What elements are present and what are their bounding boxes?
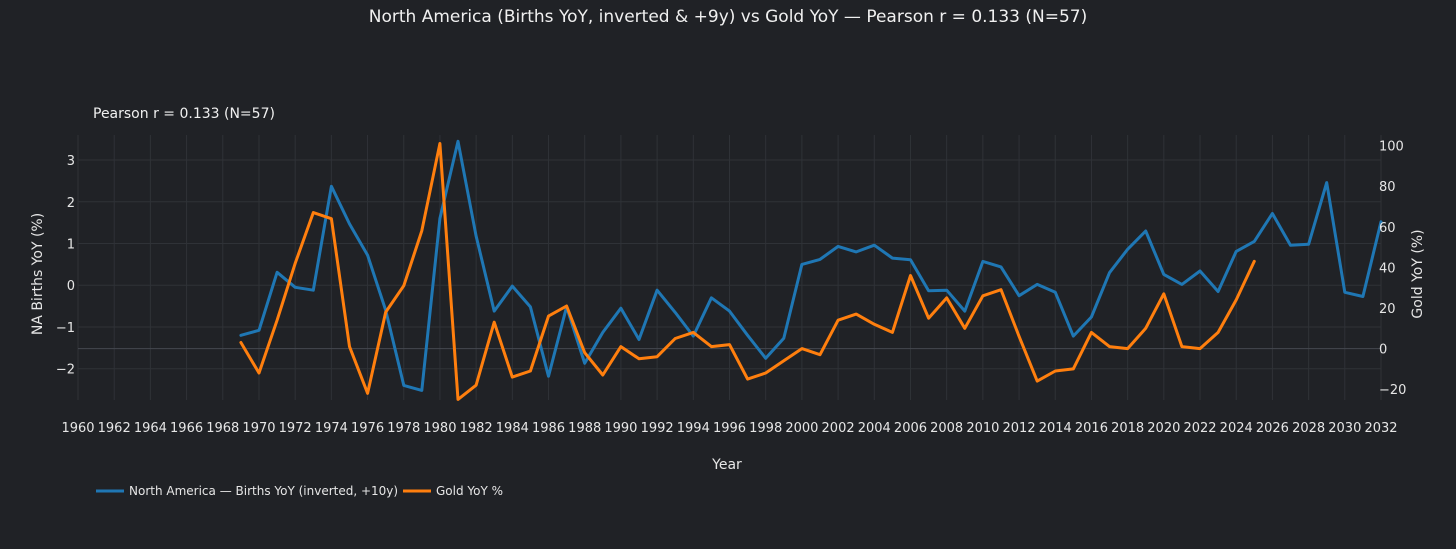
y-right-tick-label: 0 (1379, 343, 1387, 358)
y-left-tick-label: 0 (67, 279, 75, 294)
legend: North America — Births YoY (inverted, +1… (96, 484, 503, 498)
x-tick-label: 1984 (496, 421, 529, 436)
y-right-tick-label: 80 (1379, 180, 1396, 195)
x-tick-label: 2008 (930, 421, 963, 436)
x-tick-label: 2010 (966, 421, 999, 436)
grid (77, 135, 1382, 400)
x-tick-label: 1972 (279, 421, 312, 436)
y-right-tick-label: −20 (1379, 383, 1406, 398)
x-tick-label: 1986 (532, 421, 565, 436)
y-left-tick-label: −1 (56, 321, 75, 336)
x-tick-label: 2020 (1147, 421, 1180, 436)
y-axis-left-ticks: −2 −1 0 1 2 3 (56, 154, 75, 378)
x-tick-label: 1994 (677, 421, 710, 436)
y-axis-right-ticks: −20 0 20 40 60 80 100 (1379, 140, 1406, 399)
x-tick-label: 1978 (387, 421, 420, 436)
x-tick-label: 2022 (1183, 421, 1216, 436)
x-tick-label: 1982 (460, 421, 493, 436)
x-tick-label: 1996 (713, 421, 746, 436)
y-right-tick-label: 20 (1379, 302, 1396, 317)
series-line-gold (239, 142, 1256, 401)
x-tick-label: 1968 (206, 421, 239, 436)
x-tick-label: 2018 (1111, 421, 1144, 436)
x-tick-label: 2026 (1256, 421, 1289, 436)
y-right-tick-label: 40 (1379, 261, 1396, 276)
y-axis-right-title: Gold YoY (%) (1410, 229, 1426, 318)
y-left-tick-label: 2 (67, 196, 75, 211)
series-line-births (239, 139, 1383, 392)
x-tick-label: 1976 (351, 421, 384, 436)
x-tick-label: 2024 (1220, 421, 1253, 436)
x-tick-label: 1990 (604, 421, 637, 436)
x-tick-label: 1964 (134, 421, 167, 436)
pearson-annotation: Pearson r = 0.133 (N=57) (93, 106, 275, 122)
x-tick-label: 1998 (749, 421, 782, 436)
x-tick-label: 2012 (1003, 421, 1036, 436)
x-tick-label: 2006 (894, 421, 927, 436)
y-axis-left-title: NA Births YoY (%) (30, 213, 46, 335)
chart-title: North America (Births YoY, inverted & +9… (369, 7, 1088, 27)
x-tick-label: 2032 (1364, 421, 1397, 436)
legend-label-births: North America — Births YoY (inverted, +1… (129, 484, 398, 498)
x-tick-label: 2028 (1292, 421, 1325, 436)
x-axis-title: Year (711, 457, 742, 473)
x-tick-label: 2000 (785, 421, 818, 436)
y-right-tick-label: 60 (1379, 221, 1396, 236)
x-tick-label: 2030 (1328, 421, 1361, 436)
x-tick-label: 2016 (1075, 421, 1108, 436)
legend-item-births[interactable]: North America — Births YoY (inverted, +1… (96, 484, 398, 498)
x-axis-ticks: 1960 1962 1964 1966 1968 1970 1972 1974 1976 1978… (61, 421, 1397, 436)
y-left-tick-label: 3 (67, 154, 75, 169)
x-tick-label: 1974 (315, 421, 348, 436)
x-tick-label: 1960 (61, 421, 94, 436)
x-tick-label: 1980 (423, 421, 456, 436)
x-tick-label: 1962 (98, 421, 131, 436)
x-tick-label: 2002 (822, 421, 855, 436)
x-tick-label: 1966 (170, 421, 203, 436)
legend-item-gold[interactable]: Gold YoY % (403, 484, 503, 498)
y-left-tick-label: −2 (56, 363, 75, 378)
x-tick-label: 2014 (1039, 421, 1072, 436)
x-tick-label: 2004 (858, 421, 891, 436)
x-tick-label: 1992 (641, 421, 674, 436)
y-right-tick-label: 100 (1379, 140, 1404, 155)
y-left-tick-label: 1 (67, 238, 75, 253)
legend-label-gold: Gold YoY % (436, 484, 503, 498)
x-tick-label: 1970 (242, 421, 275, 436)
x-tick-label: 1988 (568, 421, 601, 436)
